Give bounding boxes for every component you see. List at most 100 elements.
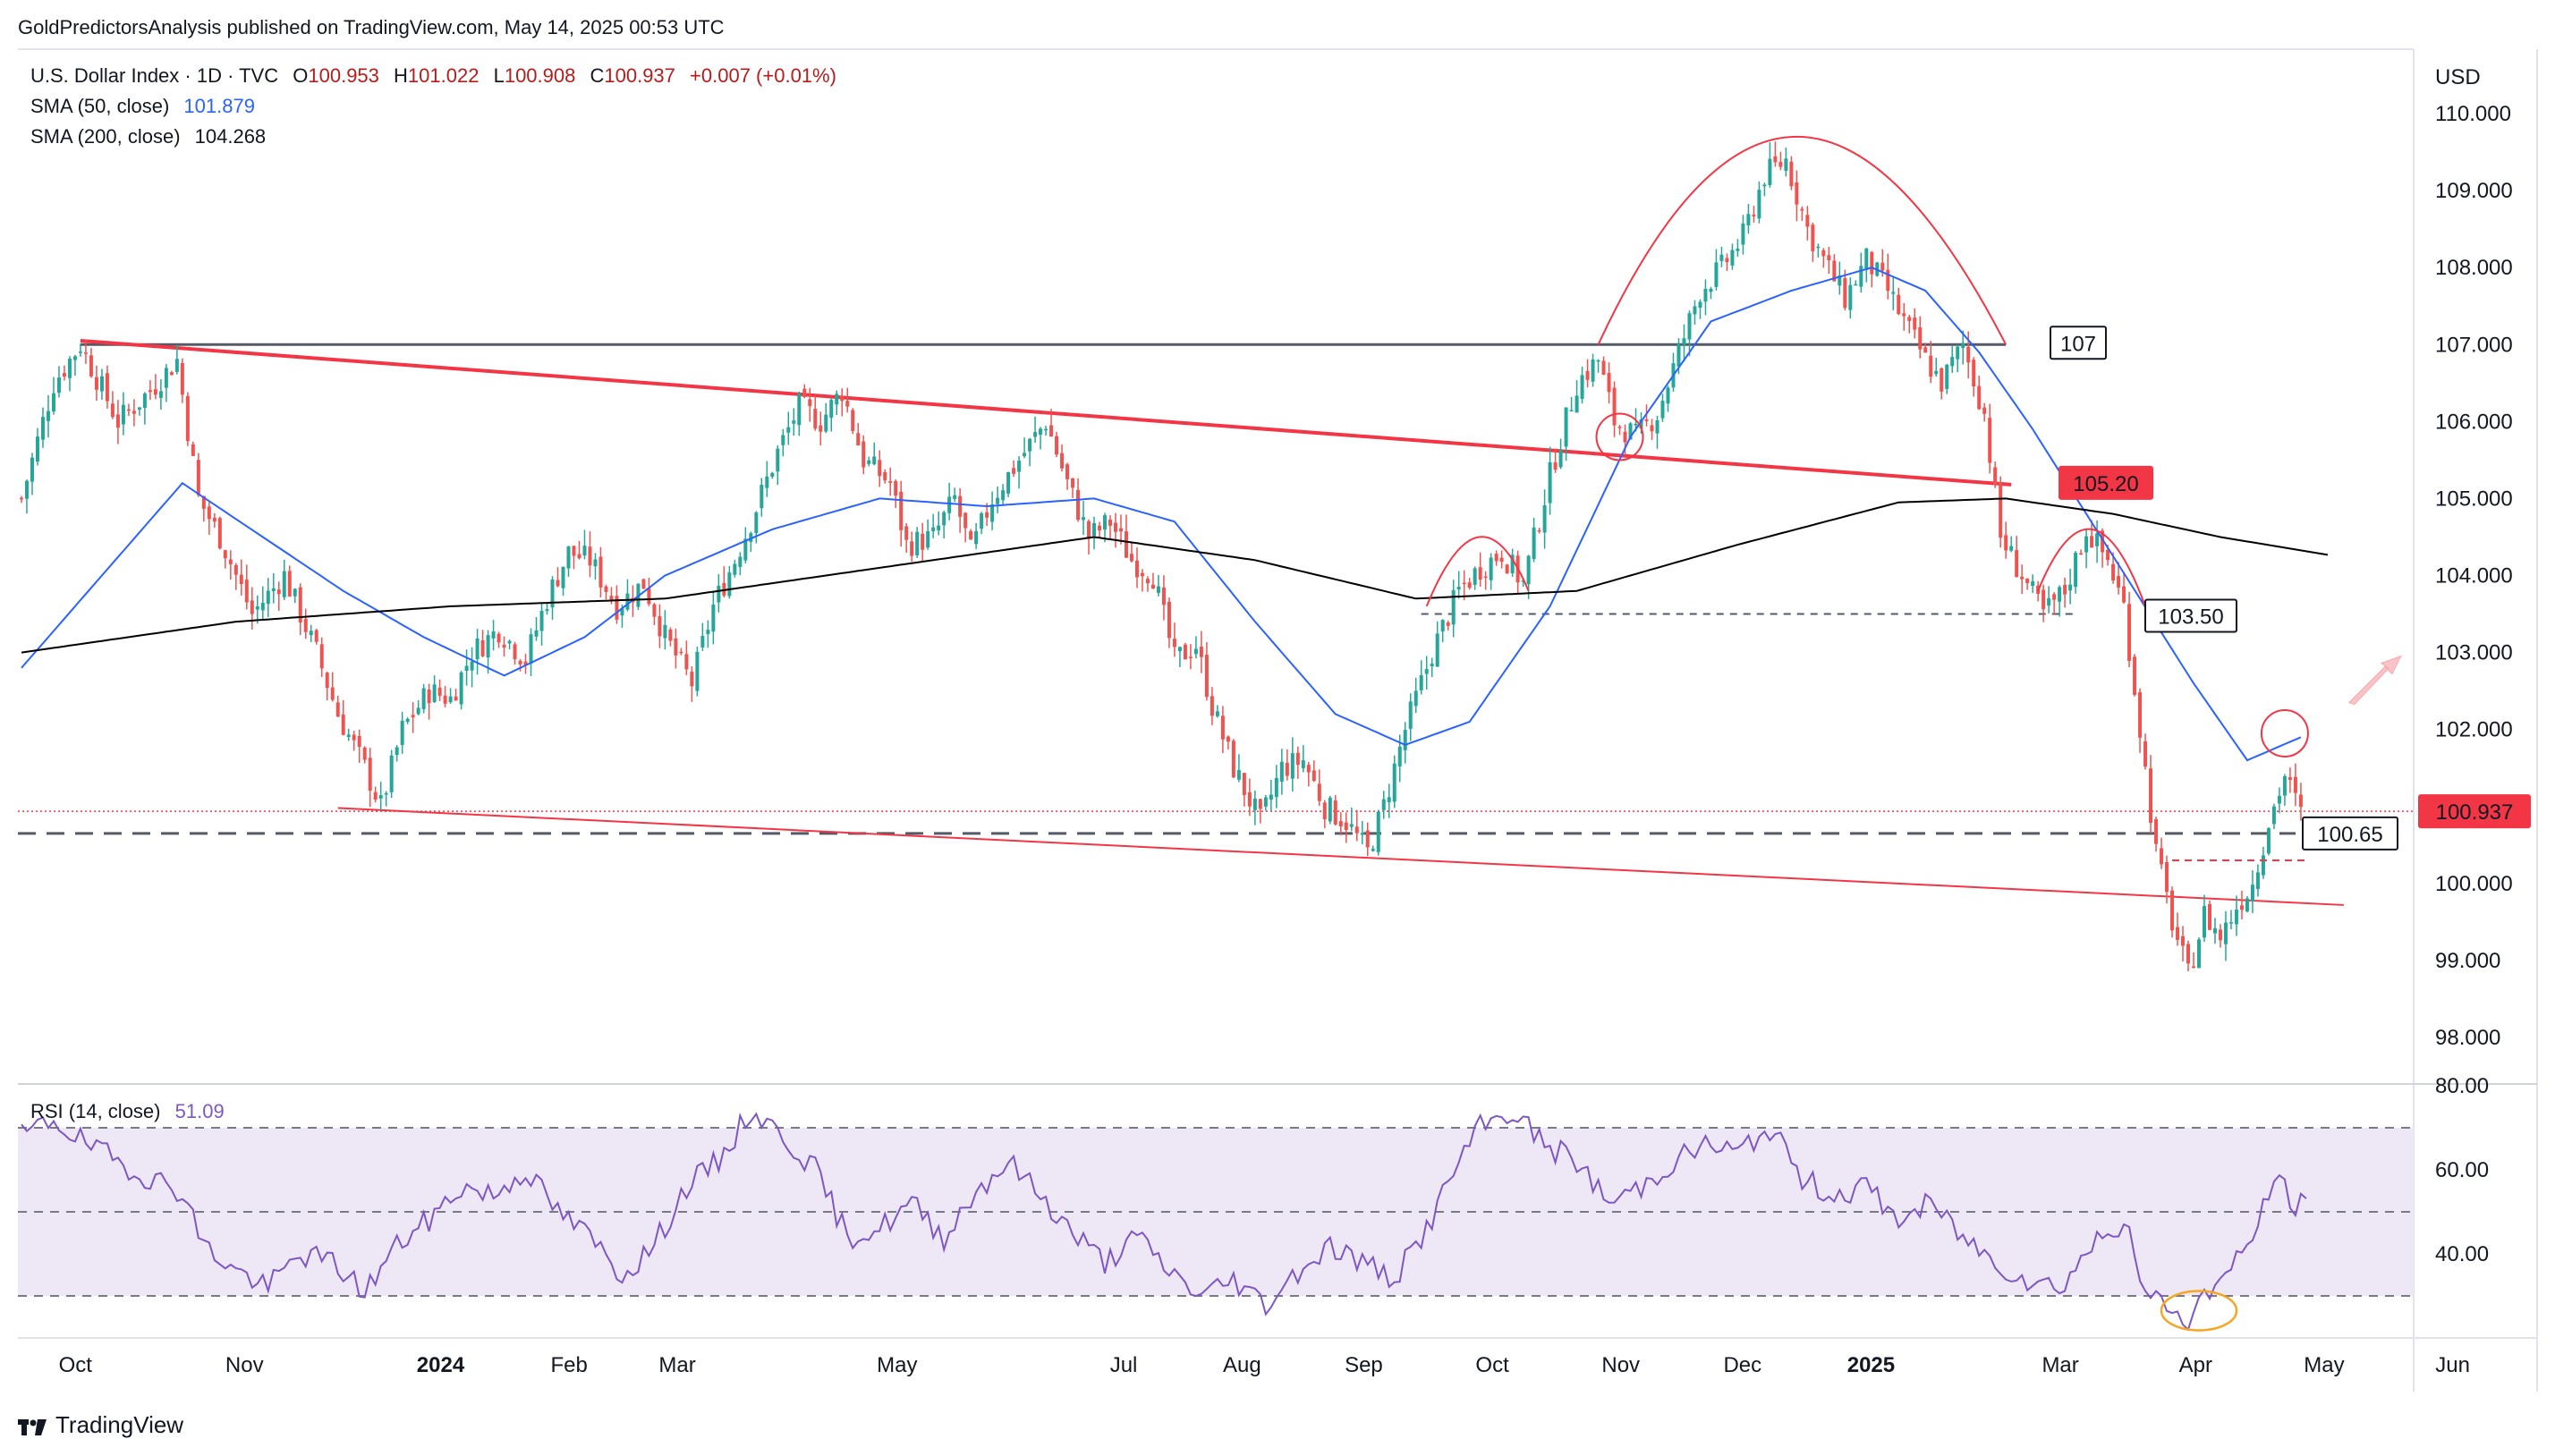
candle [62,365,66,381]
candle [40,407,45,448]
tradingview-brand[interactable]: TradingView [18,1411,183,1439]
candle [1832,254,1837,282]
candle [1082,501,1086,535]
candle [1446,620,1450,631]
candle [1719,246,1724,267]
candle [341,699,345,736]
candle [1569,396,1574,412]
candle [1210,687,1214,725]
candle [2218,924,2222,948]
candle [1725,253,1729,271]
candle [888,467,893,496]
candle [609,587,614,605]
candle [1193,636,1198,659]
candle [1071,478,1075,498]
candle [99,368,104,400]
candle [314,628,318,645]
candle [405,717,410,724]
candle [1049,409,1054,437]
candle [523,653,528,674]
candle [1988,403,1992,474]
candle [2176,912,2180,946]
candle [1972,357,1976,397]
candle [2223,910,2228,961]
badge-105-20: 105.20 [2058,465,2153,500]
candle [1982,402,1987,422]
candle [1650,419,1654,440]
legend-c-key: C [590,64,604,87]
candle [1017,455,1022,489]
candle [1891,275,1896,310]
candle [46,394,50,438]
time-tick-label: May [2304,1353,2344,1377]
candle [362,746,367,764]
time-tick-label: Oct [1475,1353,1509,1377]
legend-rsi-value: 51.09 [175,1100,225,1122]
candle [786,411,791,445]
candle [1800,206,1804,221]
candle [2052,592,2057,615]
candle [845,387,850,413]
candle [1746,203,1751,234]
candle [947,482,952,521]
candle [67,356,72,392]
candle [556,567,560,588]
candle [1859,252,1863,293]
candle [2117,562,2121,595]
candle [904,522,909,554]
candles [20,141,2303,972]
rsi-line [21,1112,2307,1332]
candle [2122,571,2126,604]
candle [824,402,828,434]
candle [2196,937,2201,969]
candle [1371,845,1375,852]
candle [2202,894,2206,942]
overlays [1425,135,2402,1332]
rsi-band-lines [18,1127,2414,1297]
candle [588,531,592,578]
candle [2207,900,2211,931]
candle [1231,739,1235,779]
candle [1033,416,1038,444]
candle [282,559,286,600]
candle [1408,693,1413,741]
candle [2063,577,2067,608]
time-tick-label: Jun [2435,1353,2470,1377]
candle [368,748,372,808]
time-tick-label: Oct [59,1353,93,1377]
time-axis: Oct Nov 2024 Feb Mar May Jul Aug Sep Oct Nov Dec 202… [59,1353,2470,1377]
candle [797,391,802,436]
candle [1274,765,1278,808]
candle [1714,249,1719,291]
candle [878,450,882,487]
candle [260,586,265,620]
candle [760,478,764,517]
candle [2234,895,2238,936]
candle [2165,855,2169,904]
candle [153,374,157,400]
candle [437,679,442,701]
candle [2047,586,2051,614]
candle [1317,769,1321,806]
candle [309,624,313,642]
candle [641,579,646,589]
candle [1542,489,1547,549]
candle [2181,926,2186,961]
candle [1285,749,1289,781]
chart-frame [18,48,2538,1392]
candle [51,377,55,415]
candle [115,400,120,444]
candle [674,628,678,669]
descending-trendline [80,338,2012,487]
legend-sma200-label: SMA (200, close) [30,125,181,148]
candle [1499,550,1504,569]
legend-l-key: L [494,64,505,87]
candle [217,516,222,550]
candle [1328,795,1332,825]
candle [996,486,1000,513]
candle [743,527,748,563]
candle [1607,362,1611,404]
candle [2036,580,2041,602]
candle [2293,763,2297,807]
